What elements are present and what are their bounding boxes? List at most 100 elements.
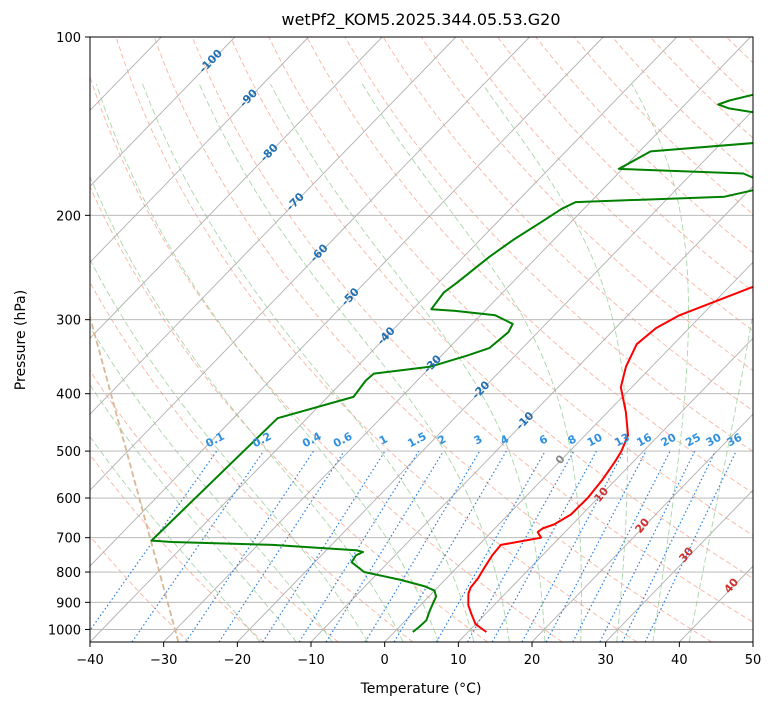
moist-adiabat <box>482 83 628 642</box>
mixing-ratio-label: 6 <box>537 432 550 447</box>
dry-adiabat <box>497 37 753 292</box>
mixing-ratio-line <box>491 450 597 642</box>
mixing-ratio-label: 10 <box>585 431 605 450</box>
isotherm-line <box>90 37 309 263</box>
dry-adiabat <box>459 37 753 332</box>
mixing-ratio-label: 8 <box>566 432 579 447</box>
mixing-ratio-line <box>90 450 218 632</box>
isotherm-line <box>90 37 530 491</box>
y-axis-ticks: 100 200 300 400 500 600 700 800 900 1000 <box>48 31 90 638</box>
x-tick-label: 40 <box>671 653 688 668</box>
moist-adiabat <box>198 83 510 642</box>
sounding-series <box>150 93 753 633</box>
dry-adiabat <box>90 281 414 642</box>
pressure-gridlines <box>90 37 753 630</box>
moist-adiabat <box>361 83 582 642</box>
mixing-ratio-line <box>435 450 546 642</box>
mixing-ratio-line <box>218 450 345 642</box>
x-tick-label: 20 <box>524 653 541 668</box>
x-axis-label: Temperature (°C) <box>360 681 482 697</box>
dry-adiabat <box>90 75 563 642</box>
dewpoint-line <box>150 93 753 633</box>
dry-adiabat <box>191 37 753 623</box>
mixing-ratio-label: 4 <box>498 432 511 447</box>
mixing-ratio-label: 0.2 <box>250 430 273 451</box>
mixing-ratio-label: 30 <box>704 431 724 450</box>
dry-adiabat <box>90 369 339 642</box>
mixing-ratio-line <box>599 450 696 642</box>
x-tick-label: −10 <box>297 653 324 668</box>
isotherm-line <box>90 37 383 339</box>
mixing-ratio-label: 20 <box>659 431 679 450</box>
moist-adiabat <box>142 83 475 642</box>
mixing-ratio-label: 0.6 <box>331 430 355 451</box>
isotherm-line <box>90 37 604 567</box>
dry-adiabats <box>90 37 775 642</box>
dry-adiabat <box>90 453 264 642</box>
dry-adiabat <box>344 37 753 453</box>
y-tick-label: 1000 <box>48 623 81 638</box>
isopleth-labels: -100-90-80-70-60-50-40-30-20-100.1 0.2 0.4… <box>196 47 744 596</box>
moist-adiabat-label: 40 <box>721 575 741 595</box>
moist-adiabat <box>90 325 333 642</box>
mixing-ratio-label: 36 <box>725 431 745 450</box>
y-tick-label: 200 <box>56 209 81 224</box>
mixing-ratio-line <box>644 450 737 642</box>
mixing-ratio-label: 3 <box>472 432 485 447</box>
mixing-ratio-line <box>572 450 671 642</box>
moist-adiabat <box>90 175 404 642</box>
moist-adiabat-label: 30 <box>676 544 696 564</box>
isotherm-line <box>310 185 753 642</box>
x-tick-label: 50 <box>745 653 762 668</box>
mixing-ratio-label: 0.1 <box>203 430 226 451</box>
isotherm-line <box>752 641 753 642</box>
mixing-ratio-line <box>466 450 575 642</box>
plot-frame <box>89 36 754 643</box>
mixing-ratio-line <box>325 450 445 642</box>
mixing-ratio-label: 0.4 <box>300 430 324 451</box>
mixing-ratio-label: 1.5 <box>405 430 428 451</box>
dry-adiabat <box>420 37 753 372</box>
mixing-ratio-label: 1 <box>377 432 390 447</box>
y-tick-label: 500 <box>56 445 81 460</box>
moist-adiabats <box>90 83 753 642</box>
moist-adiabat-label: 20 <box>632 515 652 535</box>
mixing-ratio-label: 16 <box>634 431 654 450</box>
dry-adiabat <box>90 185 488 642</box>
x-tick-label: 0 <box>381 653 389 668</box>
dry-adiabat <box>153 37 712 642</box>
isotherm-line <box>90 37 678 642</box>
y-tick-label: 400 <box>56 388 81 403</box>
isotherm-line <box>0 37 14 642</box>
dry-adiabat <box>230 37 753 579</box>
isotherm-line <box>531 413 753 642</box>
x-tick-label: −20 <box>224 653 251 668</box>
moist-adiabat <box>95 83 439 642</box>
dry-adiabat <box>765 37 775 642</box>
mixing-ratio-line <box>621 450 716 642</box>
isotherm-line <box>605 489 753 642</box>
plot-area: -100-90-80-70-60-50-40-30-20-100.1 0.2 0.4… <box>0 37 775 642</box>
temperature-line <box>467 285 753 633</box>
mixing-ratio-line <box>393 450 507 642</box>
moist-adiabat <box>90 258 369 642</box>
isotherm-line <box>458 337 753 642</box>
isotherm-line <box>384 261 753 642</box>
isotherm-line <box>90 37 236 187</box>
y-tick-label: 300 <box>56 314 81 329</box>
x-axis-ticks: −40 −30 −20 −10 0 10 20 30 40 50 <box>76 642 761 668</box>
lcl-curve <box>90 313 180 642</box>
moist-adiabat <box>688 310 753 642</box>
isotherms <box>0 37 753 642</box>
moist-adiabat <box>631 83 689 642</box>
y-tick-label: 800 <box>56 566 81 581</box>
dry-adiabat <box>90 535 190 642</box>
isotherm-line <box>90 37 457 415</box>
dry-adiabat <box>649 37 753 139</box>
y-tick-label: 600 <box>56 492 81 507</box>
chart-title: wetPf2_KOM5.2025.344.05.53.G20 <box>281 10 560 30</box>
mixing-ratio-label: 13 <box>612 431 632 450</box>
moist-adiabat-label: 0 <box>553 452 568 466</box>
dry-adiabat <box>535 37 753 254</box>
